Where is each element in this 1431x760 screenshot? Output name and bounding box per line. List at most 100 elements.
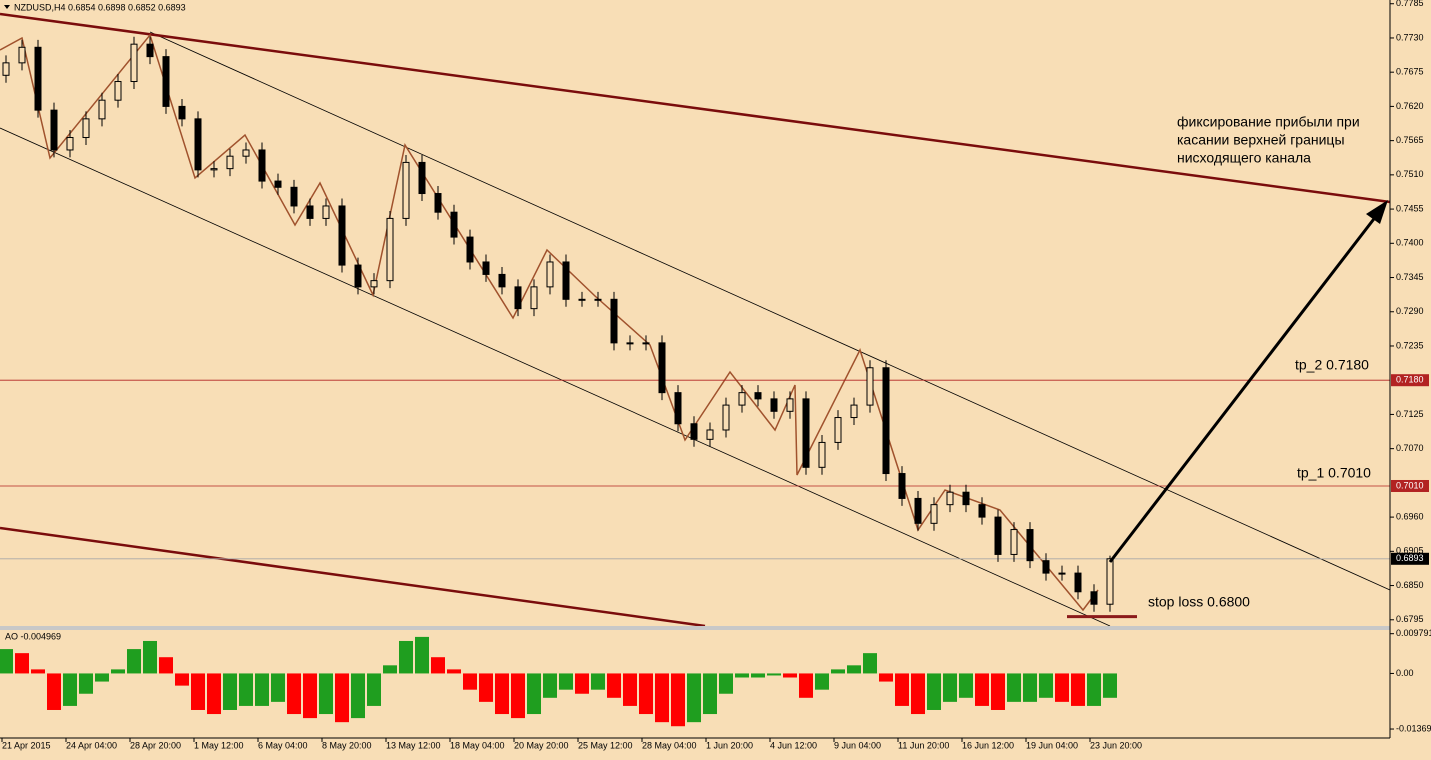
candle-body [274,180,282,188]
candle-body [466,236,474,263]
ao-bar [895,673,909,706]
candle-body [1042,560,1050,574]
x-tick-label: 19 Jun 04:00 [1026,740,1078,750]
candle-body [418,161,426,195]
candle-body [610,298,618,344]
ao-bar [847,665,861,674]
candle-body [1106,558,1114,605]
candle-body [18,46,26,64]
ao-bar [959,673,973,698]
price-tag [1391,479,1429,492]
candle-body [962,491,970,506]
arrow [1108,210,1382,563]
candle-body [242,149,250,157]
y-tick-label: 0.7620 [1396,101,1424,111]
candle-body [1026,529,1034,562]
y-tick-label: 0.6905 [1396,546,1424,556]
candle-body [482,261,490,275]
candle-body [66,137,74,151]
x-tick-label: 13 May 12:00 [386,740,441,750]
ao-bar [31,669,45,674]
candle-body [226,155,234,170]
candle-body [258,149,266,182]
candle-body [386,217,394,282]
candle-body [210,168,218,171]
x-tick-label: 18 May 04:00 [450,740,505,750]
y-tick-label: 0.7730 [1396,32,1424,42]
y-tick-label: 0.7290 [1396,306,1424,316]
ao-bar [495,673,509,715]
candle-body [82,118,90,139]
y-tick-label: 0.6795 [1396,614,1424,624]
x-tick-label: 4 Jun 12:00 [770,740,817,750]
long-channel-line [0,12,1391,204]
note-line: касании верхней границы [1177,132,1345,148]
candle-body [514,286,522,310]
ao-bar [863,653,877,674]
price-tag-label: 0.7010 [1396,480,1424,490]
candle-body [658,342,666,394]
ao-bar [79,673,93,694]
note-line: фиксирование прибыли при [1177,114,1360,130]
ao-bar [415,636,429,674]
candle-body [530,286,538,310]
candle-body [2,62,10,76]
ao-bar [287,673,301,715]
candle-body [738,392,746,406]
ao-bar [831,669,845,674]
candle-body [914,497,922,524]
ao-bar [719,673,733,694]
ao-bar [447,669,461,674]
ao-bar [799,673,813,698]
y-tick-label: 0.7785 [1396,0,1424,8]
candle-body [434,193,442,213]
y-tick-label: 0.6850 [1396,580,1424,590]
x-tick-label: 6 May 04:00 [258,740,308,750]
candle-body [834,417,842,443]
price-tag-label: 0.6893 [1396,553,1424,563]
long-channel-line [0,526,706,628]
ao-bar [623,673,637,706]
ao-bar [399,640,413,674]
ao-bar [1007,673,1021,702]
ao-bar [991,673,1005,710]
candle-body [146,43,154,58]
ao-bar [239,673,253,706]
ao-bar [15,653,29,674]
indicator-title: AO -0.004969 [5,631,61,641]
candle-body [546,261,554,288]
annotation: stop loss 0.6800 [1148,594,1250,610]
candle-body [946,491,954,506]
candle-body [818,441,826,468]
ao-bar [175,673,189,686]
ao-bar [783,673,797,678]
y-tick-label: 0.6960 [1396,511,1424,521]
candle-body [370,280,378,288]
candle-body [1074,572,1082,593]
ao-bar [127,649,141,674]
x-tick-label: 25 May 12:00 [578,740,633,750]
ao-bar [431,657,445,674]
ao-bar [271,673,285,702]
ao-bar [1087,673,1101,706]
ao-bar [207,673,221,715]
candle-body [994,516,1002,555]
candle-body [290,186,298,207]
ao-bar [1071,673,1085,706]
x-tick-label: 24 Apr 04:00 [66,740,117,750]
candle-body [786,398,794,412]
marks [0,36,1390,727]
candle-body [338,205,346,266]
candle-body [898,473,906,499]
ao-bar [223,673,237,710]
y-tick-label: 0.7675 [1396,67,1424,77]
candle-body [578,298,586,301]
price-tag [1391,374,1429,387]
ao-bar [335,673,349,723]
ao-bar [671,673,685,727]
ao-bar [111,669,125,674]
candle-body [50,109,58,151]
ao-bar [975,673,989,706]
candle-body [594,298,602,301]
